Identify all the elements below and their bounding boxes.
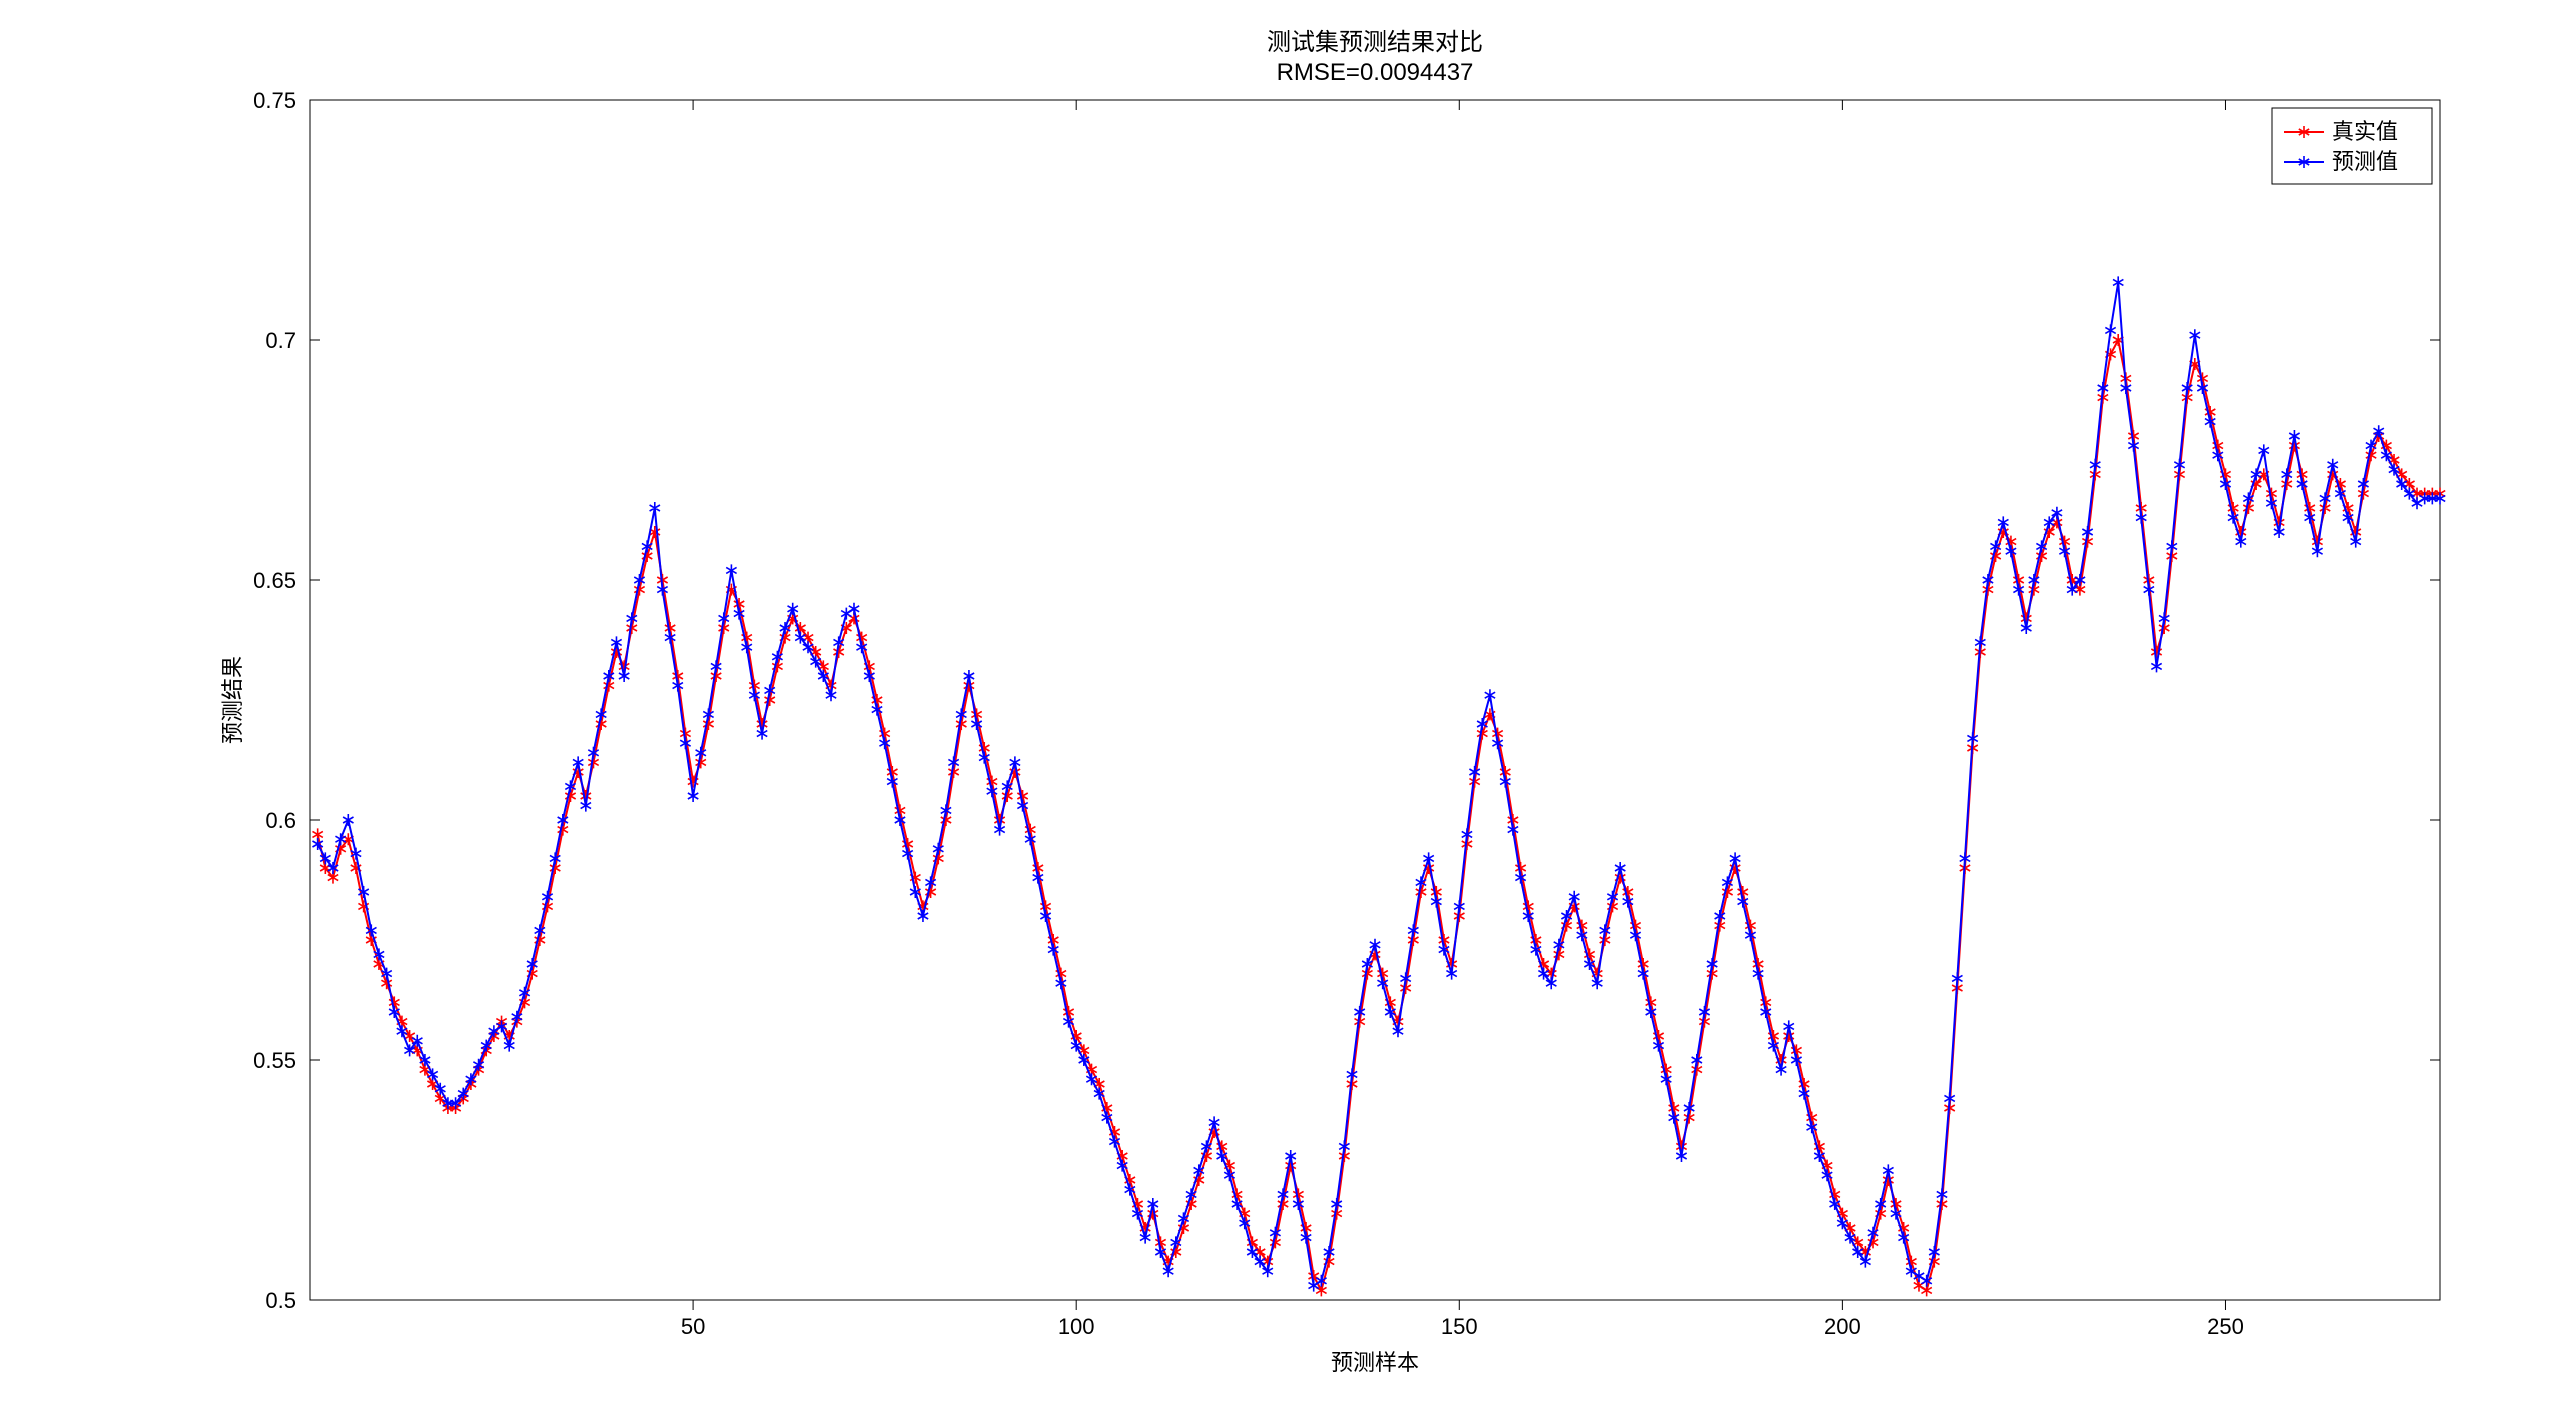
x-tick-label: 250 xyxy=(2207,1314,2244,1339)
y-tick-label: 0.7 xyxy=(265,328,296,353)
y-tick-label: 0.75 xyxy=(253,88,296,113)
y-tick-label: 0.65 xyxy=(253,568,296,593)
x-tick-label: 50 xyxy=(681,1314,705,1339)
chart-title: 测试集预测结果对比 xyxy=(1267,29,1483,56)
chart-subtitle: RMSE=0.0094437 xyxy=(1277,59,1474,86)
plot-area xyxy=(310,100,2440,1300)
x-tick-label: 150 xyxy=(1441,1314,1478,1339)
y-tick-label: 0.6 xyxy=(265,808,296,833)
x-axis-label: 预测样本 xyxy=(1331,1350,1419,1375)
y-tick-label: 0.5 xyxy=(265,1288,296,1313)
legend-label: 真实值 xyxy=(2332,119,2398,144)
y-axis-label: 预测结果 xyxy=(220,656,245,744)
y-tick-label: 0.55 xyxy=(253,1048,296,1073)
chart-container: 50 100 150 200 250 0.5 0.55 0.6 0.65 0.7 0.75 测试集预测… xyxy=(0,0,2560,1420)
legend-label: 预测值 xyxy=(2332,149,2398,174)
x-tick-label: 100 xyxy=(1058,1314,1095,1339)
chart-svg: 50 100 150 200 250 0.5 0.55 0.6 0.65 0.7 0.75 测试集预测… xyxy=(0,0,2560,1420)
x-tick-label: 200 xyxy=(1824,1314,1861,1339)
